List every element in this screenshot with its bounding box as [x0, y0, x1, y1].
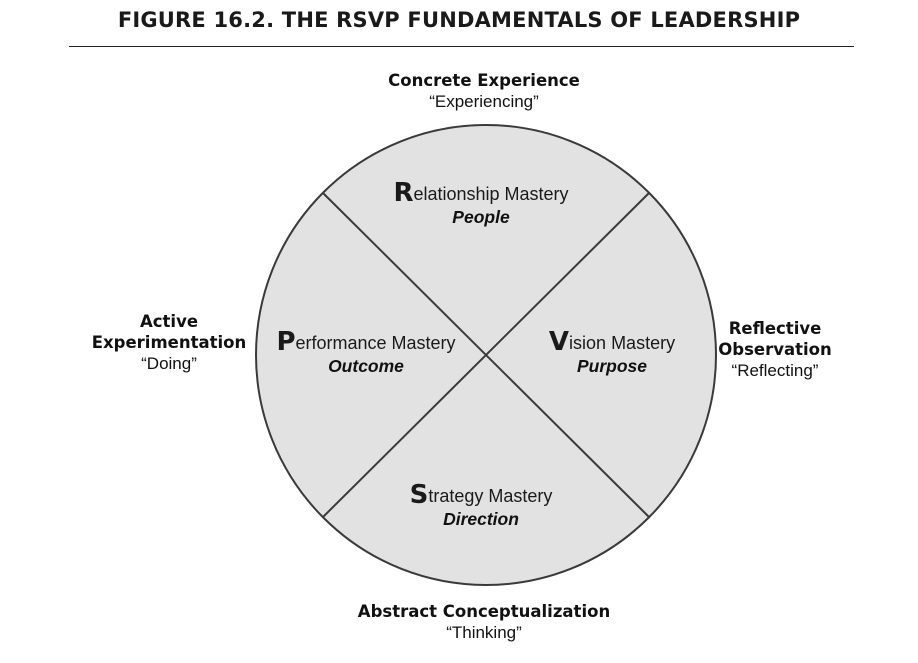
pole-bottom-quote: “Thinking” — [446, 623, 522, 642]
quadrant-strategy-title: Strategy Mastery — [409, 480, 553, 510]
quadrant-performance: Performance Mastery Outcome — [236, 327, 496, 378]
pole-left-heading-1: Active — [139, 312, 199, 331]
pole-right: Reflective Observation “Reflecting” — [700, 318, 850, 381]
quadrant-performance-focus: Outcome — [328, 356, 404, 376]
quadrant-strategy-focus: Direction — [443, 509, 519, 529]
quadrant-performance-title: Performance Mastery — [276, 327, 456, 357]
pole-left-heading-2: Experimentation — [91, 333, 247, 352]
quadrant-relationship-focus: People — [452, 207, 510, 227]
quadrant-vision-title: Vision Mastery — [548, 327, 676, 357]
pole-right-quote: “Reflecting” — [731, 361, 819, 380]
quadrant-relationship-title: Relationship Mastery — [393, 178, 569, 208]
quadrant-relationship: Relationship Mastery People — [351, 178, 611, 229]
title-rule — [69, 46, 854, 47]
pole-top: Concrete Experience “Experiencing” — [334, 70, 634, 112]
figure-title: FIGURE 16.2. THE RSVP FUNDAMENTALS OF LE… — [117, 8, 801, 32]
pole-top-heading: Concrete Experience — [388, 71, 580, 90]
quadrant-strategy: Strategy Mastery Direction — [351, 480, 611, 531]
pole-bottom-heading: Abstract Conceptualization — [357, 602, 611, 621]
pole-bottom: Abstract Conceptualization “Thinking” — [304, 601, 664, 643]
pole-left-quote: “Doing” — [141, 354, 197, 373]
quadrant-vision: Vision Mastery Purpose — [482, 327, 742, 378]
quadrant-vision-focus: Purpose — [576, 356, 648, 376]
diagonal-divider-2 — [322, 192, 650, 518]
pole-right-heading-1: Reflective — [728, 319, 822, 338]
pole-right-heading-2: Observation — [718, 340, 832, 359]
pole-left: Active Experimentation “Doing” — [84, 311, 254, 374]
pole-top-quote: “Experiencing” — [429, 92, 539, 111]
